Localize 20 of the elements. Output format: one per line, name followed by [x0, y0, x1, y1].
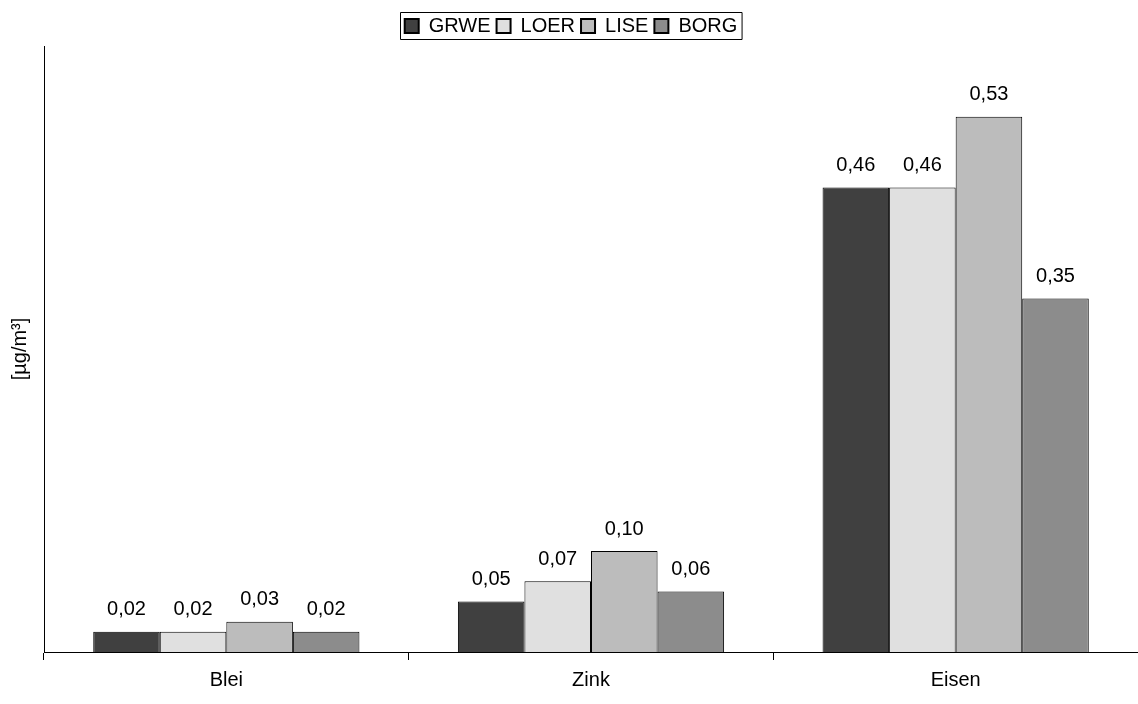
- x-tick-label: Eisen: [930, 667, 981, 690]
- legend-label: LOER: [520, 13, 576, 36]
- data-label: 0,10: [604, 516, 644, 539]
- legend-label: BORG: [678, 13, 738, 36]
- data-label: 0,46: [902, 152, 942, 175]
- data-label: 0,05: [471, 567, 511, 590]
- legend-label: GRWE: [428, 13, 491, 36]
- data-label: 0,02: [173, 597, 213, 620]
- x-tick-label: Zink: [572, 667, 611, 690]
- data-label: 0,02: [306, 597, 346, 620]
- data-label: 0,35: [1036, 264, 1075, 287]
- data-label: 0,07: [538, 546, 578, 569]
- data-label: 0,03: [240, 587, 280, 610]
- y-axis-title: [µg/m³]: [7, 317, 30, 381]
- legend-label: LISE: [605, 13, 649, 36]
- data-label: 0,46: [836, 152, 876, 175]
- x-tick-label: Blei: [209, 667, 244, 690]
- data-label: 0,53: [969, 82, 1009, 105]
- data-label: 0,02: [107, 597, 146, 620]
- data-label: 0,06: [671, 556, 711, 579]
